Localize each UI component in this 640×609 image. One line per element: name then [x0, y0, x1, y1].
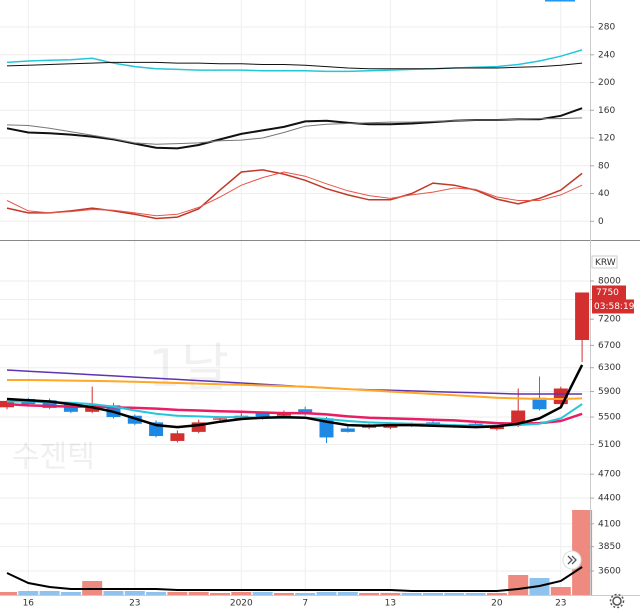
- candle-body: [298, 409, 313, 415]
- x-tick-label: 13: [385, 599, 396, 609]
- y-tick-label: 80: [598, 161, 610, 171]
- y-tick-label: 160: [598, 106, 615, 116]
- volume-bar: [380, 593, 401, 595]
- y-tick-label: 4400: [598, 494, 621, 504]
- volume-bar: [465, 593, 486, 595]
- volume-bar: [0, 592, 17, 595]
- candle-body: [532, 397, 547, 410]
- y-tick-label: 5900: [598, 387, 621, 397]
- x-tick-label: 20: [491, 599, 503, 609]
- moving-average-line: [7, 379, 583, 400]
- indicator-line: [6, 61, 583, 70]
- candle-body: [575, 292, 590, 340]
- volume-bar: [295, 593, 316, 595]
- x-tick-label: 2020: [230, 599, 253, 609]
- x-tick-label: 23: [129, 599, 140, 609]
- volume-bar: [167, 592, 188, 595]
- candle-body: [276, 413, 291, 416]
- volume-bar: [60, 592, 81, 595]
- volume-average-line: [6, 566, 583, 592]
- indicator-line: [6, 171, 583, 217]
- moving-average-line: [6, 402, 583, 425]
- x-tick-label: 7: [302, 599, 308, 609]
- volume-bar: [401, 593, 422, 595]
- volume-bar: [210, 593, 230, 595]
- moving-average-line: [6, 364, 584, 429]
- candle-body: [127, 415, 142, 424]
- last-price-box: [592, 285, 626, 300]
- y-tick-label: 0: [598, 217, 604, 227]
- volume-bar: [124, 591, 145, 595]
- y-tick-label: 4700: [598, 470, 621, 480]
- volume-bar: [146, 592, 167, 595]
- volume-bar: [444, 593, 465, 595]
- y-tick-label: 4100: [598, 519, 621, 529]
- volume-bar: [508, 575, 529, 595]
- volume-bar: [273, 593, 294, 595]
- volume-bar: [486, 593, 507, 595]
- candle-body: [170, 433, 185, 441]
- indicator-line: [6, 49, 583, 73]
- y-tick-label: 5100: [598, 440, 621, 450]
- y-tick-label: 5500: [598, 413, 621, 423]
- y-tick-label: 3600: [598, 567, 621, 577]
- y-tick-label: 40: [598, 189, 610, 199]
- last-price-label: 7750: [596, 288, 619, 298]
- y-tick-label: 280: [598, 23, 615, 33]
- x-tick-label: 16: [23, 599, 35, 609]
- candle-body: [85, 405, 100, 412]
- indicator-line: [6, 117, 583, 145]
- watermark: 1날: [148, 339, 229, 399]
- watermark: 수젠텍: [12, 440, 95, 475]
- volume-bar: [359, 593, 380, 595]
- volume-bar: [103, 591, 124, 595]
- candle-body: [255, 413, 270, 419]
- axes: 16 23 2020 7 13 20 23 0 40 80 120 160 200 240 280 3600 3…: [23, 23, 635, 609]
- volume-bar: [231, 592, 252, 595]
- candle-body: [383, 425, 398, 428]
- candle-body: [191, 422, 206, 432]
- candle-body: [340, 428, 355, 432]
- timer-label: 03:58:19: [594, 302, 635, 312]
- volume-bar: [337, 592, 358, 595]
- candle-body: [511, 410, 526, 426]
- volume-bar: [188, 592, 209, 595]
- volume-bar: [316, 592, 337, 595]
- candle-body: [213, 418, 227, 420]
- currency-box: [591, 255, 618, 269]
- volume-bar: [550, 587, 571, 595]
- y-tick-label: 120: [598, 134, 615, 144]
- volume-bar: [423, 593, 443, 595]
- timer-box: [592, 299, 634, 314]
- settings-button[interactable]: [609, 593, 625, 609]
- volume-bar: [39, 591, 60, 595]
- y-tick-label: 200: [598, 78, 615, 88]
- y-tick-label: 6700: [598, 341, 621, 351]
- y-tick-label: 7200: [598, 315, 621, 325]
- volume-bar: [572, 510, 593, 595]
- grid: [0, 0, 590, 595]
- x-tick-label: 23: [555, 599, 566, 609]
- currency: KRW: [595, 258, 616, 268]
- marks: [0, 49, 593, 595]
- candle-body: [42, 400, 57, 408]
- y-tick-label: 3850: [598, 542, 621, 552]
- y-tick-label: 8000: [598, 276, 621, 286]
- y-tick-label: 240: [598, 50, 615, 60]
- scroll-button[interactable]: [562, 550, 582, 570]
- volume-bar: [18, 591, 39, 595]
- candle-body: [63, 404, 78, 412]
- y-tick-label: 6300: [598, 363, 621, 373]
- volume-bar: [252, 592, 273, 595]
